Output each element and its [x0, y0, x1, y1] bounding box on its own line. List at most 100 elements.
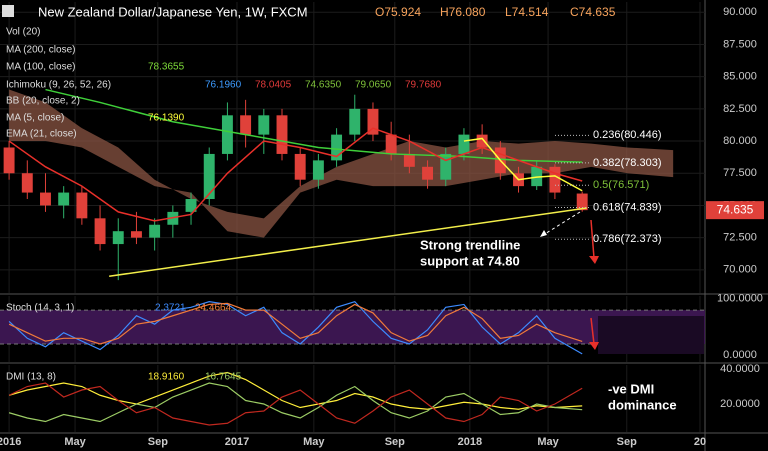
annotation: -ve DMI — [608, 381, 654, 396]
indicator-value: 2.3721 — [155, 303, 186, 314]
ichimoku-cloud — [9, 89, 674, 238]
candle-body — [385, 134, 397, 154]
fib-label: 0.236(80.446) — [593, 129, 662, 141]
indicator-line — [45, 88, 583, 163]
candle-body — [40, 192, 51, 206]
indicator-line — [463, 137, 583, 192]
y-tick-label: 40.0000 — [720, 363, 760, 375]
candle-body — [276, 115, 288, 154]
symbol-icon[interactable] — [2, 5, 14, 17]
x-tick-label: Sep — [617, 436, 637, 448]
indicator-name: EMA (21, close) — [6, 129, 77, 140]
quote-value: H76.080 — [440, 5, 486, 19]
x-tick-label: 20 — [694, 436, 706, 448]
candle-body — [149, 224, 161, 238]
x-tick-label: 2017 — [225, 436, 249, 448]
indicator-value: 16.7645 — [205, 372, 242, 383]
x-tick-label: May — [64, 436, 86, 448]
candle-body — [221, 115, 233, 154]
candle-body — [294, 153, 306, 180]
x-tick-label: May — [537, 436, 559, 448]
candle-body — [422, 166, 434, 180]
x-tick-label: 2016 — [0, 436, 21, 448]
annotation-box — [598, 316, 704, 354]
indicator-line — [8, 382, 583, 426]
candle-body — [112, 231, 124, 245]
indicator-name: Ichimoku (9, 26, 52, 26) — [6, 80, 111, 91]
candle-body — [76, 192, 88, 219]
y-tick-label: 0.0000 — [723, 349, 757, 361]
indicator-line — [8, 127, 583, 222]
arrow-head — [589, 256, 599, 264]
indicator-line — [8, 300, 583, 355]
candle-body — [403, 153, 415, 167]
price-tag-label: 74.635 — [717, 202, 754, 216]
annotation: dominance — [608, 397, 677, 412]
arrow — [590, 317, 595, 345]
y-tick-label: 90.000 — [723, 6, 757, 18]
arrow-head — [589, 342, 599, 350]
indicator-name: MA (200, close) — [6, 45, 75, 56]
indicator-name: Vol (20) — [6, 27, 40, 38]
pane-title: Stoch (14, 3, 1) — [6, 303, 74, 314]
pane-title: DMI (13, 8) — [6, 372, 56, 383]
y-tick-label: 20.0000 — [720, 398, 760, 410]
candle-body — [331, 134, 343, 161]
indicator-name: BB (20, close, 2) — [6, 96, 80, 107]
fib-label: 0.5(76.571) — [593, 179, 649, 191]
y-tick-label: 100.0000 — [717, 293, 763, 305]
x-tick-label: 2018 — [458, 436, 482, 448]
candle-body — [458, 134, 470, 154]
y-tick-label: 82.500 — [723, 103, 757, 115]
y-tick-label: 70.000 — [723, 264, 757, 276]
indicator-value: 78.3655 — [148, 62, 185, 73]
annotation: support at 74.80 — [420, 253, 520, 268]
indicator-line — [8, 371, 583, 410]
y-tick-label: 72.500 — [723, 232, 757, 244]
arrow-head — [540, 230, 547, 237]
candle-body — [3, 147, 15, 174]
y-tick-label: 85.000 — [723, 71, 757, 83]
fib-label: 0.786(72.373) — [593, 233, 662, 245]
fib-label: 0.382(78.303) — [593, 157, 662, 169]
indicator-value: 74.6350 — [305, 80, 342, 91]
candle-body — [203, 153, 215, 200]
indicator-line — [109, 207, 587, 278]
x-tick-label: May — [303, 436, 325, 448]
candle-body — [576, 193, 588, 211]
indicator-name: MA (100, close) — [6, 62, 75, 73]
candle-body — [549, 166, 561, 193]
candle-body — [21, 173, 33, 193]
arrow — [590, 219, 595, 259]
indicator-value: 18.9160 — [148, 372, 185, 383]
candle-body — [349, 108, 361, 135]
candle-body — [58, 192, 70, 206]
y-tick-label: 80.000 — [723, 135, 757, 147]
candle-body — [185, 199, 197, 212]
indicator-value: 76.1390 — [148, 113, 185, 124]
indicator-value: 79.0650 — [355, 80, 392, 91]
price-tag — [706, 201, 764, 220]
candle-body — [367, 108, 379, 135]
chart-title: New Zealand Dollar/Japanese Yen, 1W, FXC… — [38, 4, 308, 19]
x-tick-label: Sep — [148, 436, 168, 448]
arrow — [539, 211, 581, 238]
candle-body — [312, 160, 324, 180]
indicator-value: 24.4664 — [195, 303, 232, 314]
annotation: Strong trendline — [420, 237, 520, 252]
candle-body — [476, 134, 488, 148]
indicator-value: 78.0405 — [255, 80, 292, 91]
quote-value: L74.514 — [505, 5, 549, 19]
y-tick-label: 87.500 — [723, 38, 757, 50]
fib-label: 0.618(74.839) — [593, 201, 662, 213]
quote-value: C74.635 — [570, 5, 616, 19]
indicator-value: 79.7680 — [405, 80, 442, 91]
y-tick-label: 77.500 — [723, 167, 757, 179]
indicator-name: MA (5, close) — [6, 113, 64, 124]
candle-body — [440, 153, 452, 180]
indicator-value: 76.1960 — [205, 80, 242, 91]
candle-body — [240, 115, 252, 135]
